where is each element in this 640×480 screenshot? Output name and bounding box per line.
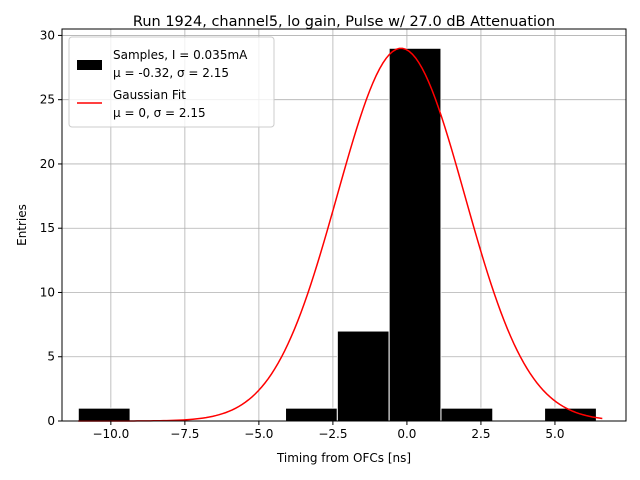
y-tick-label: 15: [40, 221, 55, 235]
legend-samples-label: Samples, I = 0.035mA: [113, 48, 248, 62]
y-tick-label: 20: [40, 157, 55, 171]
x-axis-label: Timing from OFCs [ns]: [276, 451, 411, 465]
y-tick-label: 0: [47, 414, 55, 428]
x-tick-label: −10.0: [92, 427, 129, 441]
x-tick-label: 2.5: [471, 427, 490, 441]
histogram-bar: [285, 407, 338, 422]
histogram-bar: [388, 47, 442, 422]
histogram-bar: [440, 407, 494, 422]
x-axis-ticks: −10.0 −7.5 −5.0 −2.5 0.0 2.5 5.0: [92, 421, 564, 441]
histogram-bar: [77, 407, 131, 422]
legend: Samples, I = 0.035mA μ = -0.32, σ = 2.15…: [68, 36, 275, 128]
legend-box: [68, 36, 275, 128]
x-tick-label: −2.5: [318, 427, 347, 441]
legend-samples-stats: μ = -0.32, σ = 2.15: [113, 66, 229, 80]
y-tick-label: 5: [47, 350, 55, 364]
legend-samples-swatch: [77, 60, 102, 70]
x-tick-label: 5.0: [545, 427, 564, 441]
x-tick-label: −5.0: [244, 427, 273, 441]
y-tick-label: 25: [40, 93, 55, 107]
x-tick-label: −7.5: [170, 427, 199, 441]
y-axis-label: Entries: [15, 204, 29, 246]
histogram-bar: [336, 330, 390, 422]
x-tick-label: 0.0: [397, 427, 416, 441]
legend-fit-label: Gaussian Fit: [113, 88, 186, 102]
y-axis-ticks: 0 5 10 15 20 25 30: [40, 28, 62, 428]
chart-title: Run 1924, channel5, lo gain, Pulse w/ 27…: [133, 14, 555, 30]
y-tick-label: 10: [40, 285, 55, 299]
y-tick-label: 30: [40, 28, 55, 42]
legend-fit-stats: μ = 0, σ = 2.15: [113, 106, 206, 120]
plot-frame: [61, 28, 627, 422]
